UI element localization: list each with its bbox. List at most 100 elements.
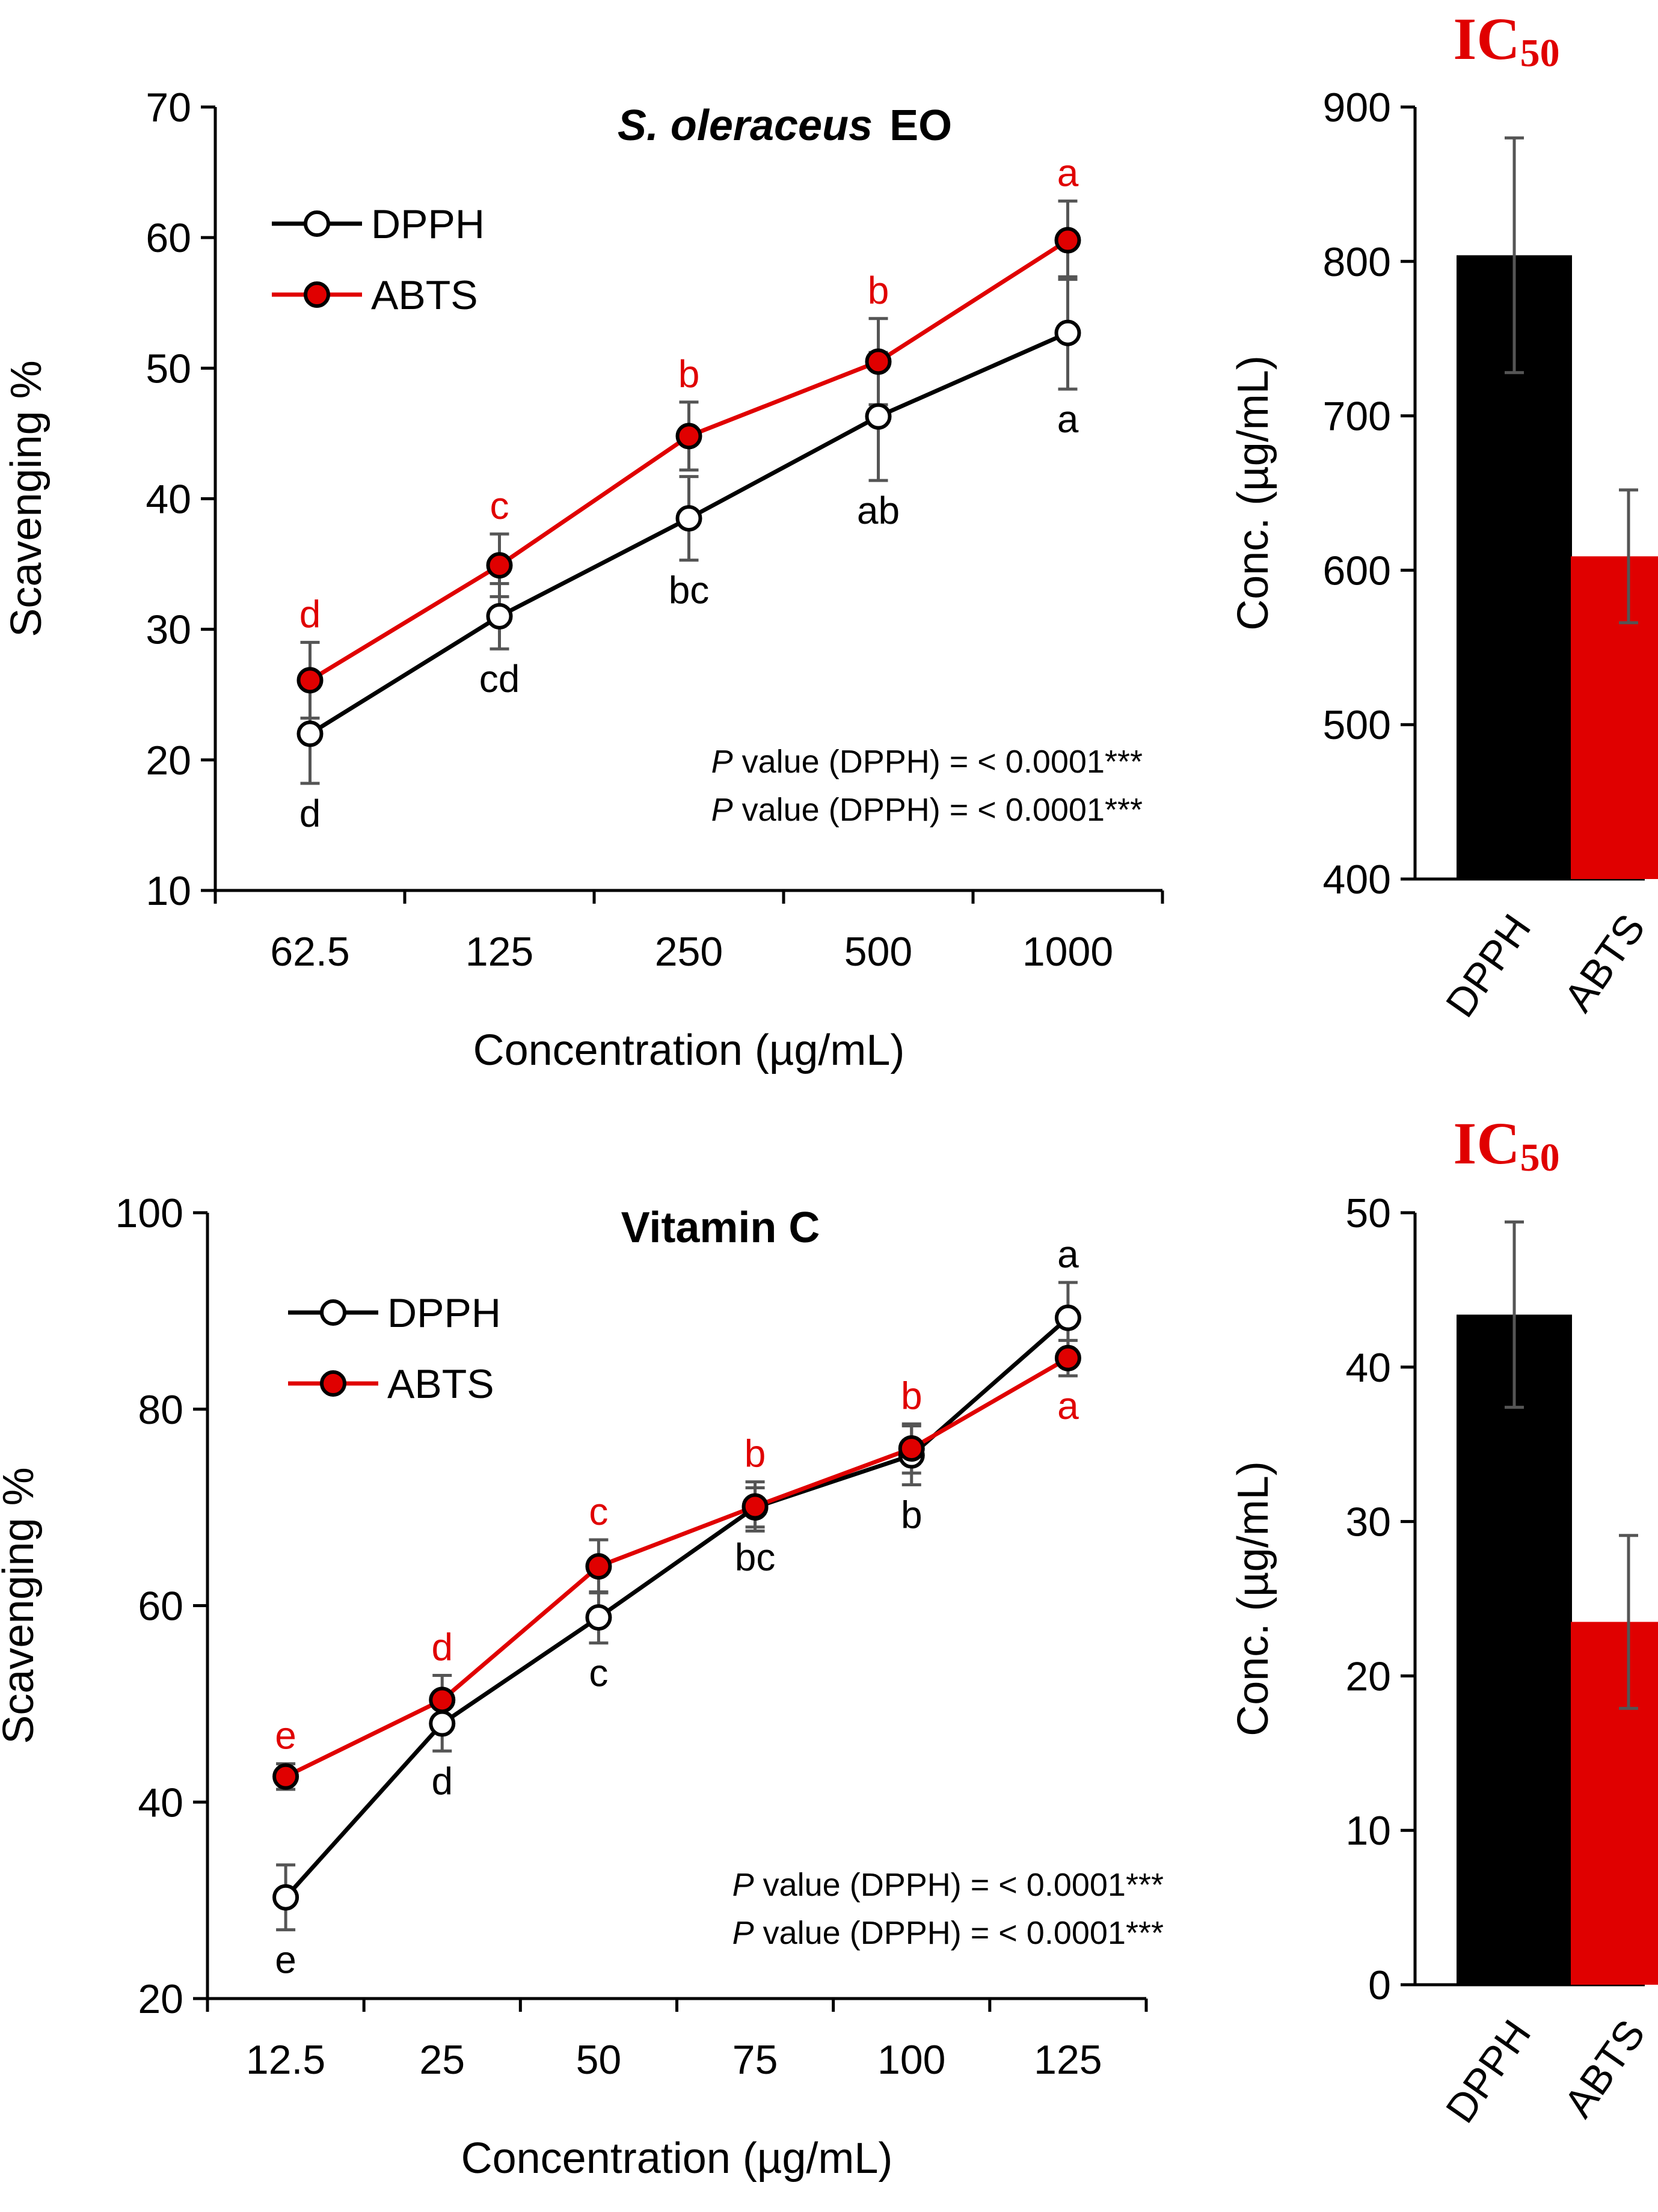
x-tick-label: 62.5 (270, 929, 349, 975)
y-tick-label: 10 (146, 868, 191, 914)
significance-letter: cd (479, 657, 520, 700)
bar-chart-1: 400 500 600 700 800 900 DPPH ABTS Conc. (µg/mL) I… (1229, 5, 1658, 1025)
legend-label: DPPH (371, 201, 485, 247)
point-dpph (675, 505, 702, 532)
significance-letter: e (275, 1938, 296, 1982)
ic50-title-sub: 50 (1520, 31, 1560, 75)
x-axis-label: Concentration (µg/mL) (473, 1026, 905, 1074)
significance-letter: d (431, 1759, 453, 1803)
significance-letter: bc (735, 1536, 776, 1579)
significance-letter: c (589, 1652, 608, 1695)
point-dpph (1054, 1304, 1081, 1331)
point-abts (296, 667, 324, 694)
legend-marker (304, 281, 330, 308)
significance-letter: d (299, 792, 321, 835)
p-value-text: P value (DPPH) = < 0.0001*** (711, 792, 1143, 828)
significance-letter: a (1057, 1384, 1079, 1427)
ic50-title: IC50 (1453, 5, 1559, 75)
x-tick-label: ABTS (1555, 2012, 1654, 2125)
p-value-italic: P (732, 1915, 754, 1951)
p-value-italic: P (732, 1867, 754, 1903)
significance-letter: c (589, 1490, 608, 1533)
point-abts (429, 1687, 456, 1714)
y-tick-label: 50 (146, 346, 191, 391)
chart-title: S. oleraceus EO (618, 102, 952, 150)
y-tick-label: 0 (1368, 1962, 1391, 2008)
point-abts (486, 552, 513, 579)
point-dpph (272, 1884, 299, 1911)
significance-letter: b (901, 1494, 923, 1537)
point-dpph (296, 720, 324, 747)
point-abts (1054, 1344, 1081, 1371)
p-value-rest: value (DPPH) = < 0.0001*** (754, 1915, 1164, 1951)
significance-letter: a (1057, 151, 1079, 194)
x-tick-label: 12.5 (246, 2037, 325, 2083)
legend-marker (320, 1370, 346, 1397)
p-value-rest: value (DPPH) = < 0.0001*** (754, 1867, 1164, 1903)
y-tick-label: 30 (146, 607, 191, 653)
y-tick-label: 100 (115, 1190, 183, 1236)
y-tick-label: 50 (1345, 1190, 1391, 1236)
y-tick-label: 10 (1345, 1808, 1391, 1854)
significance-letter: d (299, 592, 321, 636)
legend-marker (320, 1299, 346, 1326)
x-tick-label: 25 (419, 2037, 465, 2083)
x-tick-label: 1000 (1022, 929, 1113, 975)
x-tick-label: DPPH (1437, 2012, 1540, 2131)
chart-title: Vitamin C (621, 1204, 820, 1252)
x-axis-label: Concentration (µg/mL) (461, 2134, 893, 2183)
point-abts (865, 348, 892, 375)
ic50-title-main: IC (1453, 5, 1520, 72)
point-abts (1054, 227, 1081, 254)
significance-letter: e (275, 1714, 296, 1757)
p-value-italic: P (711, 744, 733, 780)
bar-dpph (1457, 1314, 1572, 1985)
chart-title-italic: S. oleraceus (618, 102, 873, 150)
p-value-text: P value (DPPH) = < 0.0001*** (711, 744, 1143, 780)
point-dpph (1054, 319, 1081, 346)
x-tick-label: 250 (655, 929, 723, 975)
y-tick-label: 60 (146, 215, 191, 261)
x-tick-label: DPPH (1437, 906, 1540, 1025)
point-abts (741, 1493, 769, 1520)
x-tick-label: 50 (576, 2037, 622, 2083)
p-value-rest: value (DPPH) = < 0.0001*** (733, 792, 1143, 828)
significance-letter: ab (857, 489, 900, 532)
y-tick-label: 500 (1323, 702, 1391, 748)
y-tick-label: 400 (1323, 857, 1391, 902)
significance-letter: b (901, 1374, 923, 1417)
p-value-italic: P (711, 792, 733, 828)
point-abts (675, 423, 702, 450)
bar-abts (1571, 1622, 1658, 1985)
ic50-title: IC50 (1453, 1110, 1559, 1180)
series-line-abts (284, 1356, 1069, 1778)
p-value-rest: value (DPPH) = < 0.0001*** (733, 744, 1143, 780)
legend-marker (304, 210, 330, 237)
y-tick-label: 80 (138, 1387, 183, 1433)
y-tick-label: 600 (1323, 548, 1391, 593)
y-tick-label: 700 (1323, 394, 1391, 440)
y-tick-label: 20 (1345, 1653, 1391, 1699)
legend-label: ABTS (387, 1361, 494, 1407)
legend-label: DPPH (387, 1290, 501, 1336)
x-tick-label: 125 (465, 929, 533, 975)
point-dpph (486, 602, 513, 630)
point-abts (585, 1553, 612, 1580)
y-axis-label: Conc. (µg/mL) (1229, 355, 1277, 631)
significance-letter: a (1057, 1233, 1079, 1276)
x-tick-label: 125 (1034, 2037, 1102, 2083)
significance-letter: a (1057, 397, 1079, 441)
significance-letter: b (745, 1432, 766, 1475)
line-chart-0: 10 20 30 40 50 60 70 62.5 125 250 500 1000 Concentra… (2, 85, 1164, 1074)
significance-letter: c (490, 484, 509, 527)
y-axis-label: Scavenging % (2, 360, 51, 637)
x-tick-label: 75 (732, 2037, 778, 2083)
x-tick-label: ABTS (1555, 906, 1654, 1020)
y-tick-label: 40 (146, 477, 191, 522)
y-tick-label: 800 (1323, 239, 1391, 285)
y-tick-label: 20 (146, 738, 191, 783)
y-tick-label: 40 (138, 1780, 183, 1825)
point-dpph (585, 1604, 612, 1631)
